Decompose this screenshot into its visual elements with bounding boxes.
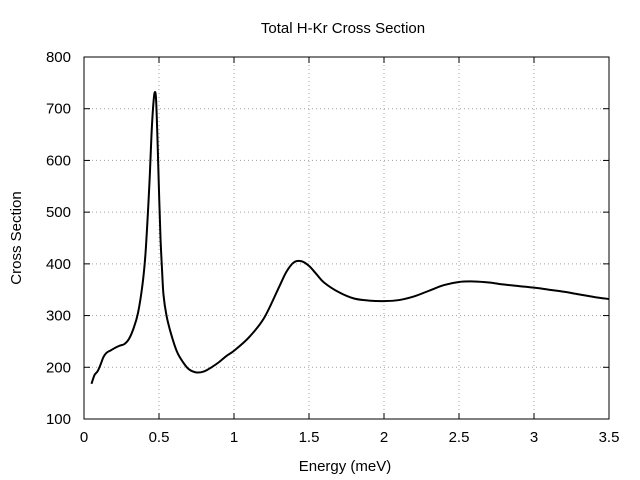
y-tick-label: 400	[46, 256, 71, 273]
y-axis-label: Cross Section	[8, 191, 25, 284]
y-tick-label: 500	[46, 204, 71, 221]
axes: 0 0.5 1 1.5 2 2.5 3 3.5 100 200 300 400 500 600 700 800	[46, 49, 619, 446]
x-tick-label: 0	[80, 429, 88, 446]
cross-section-line	[90, 91, 610, 385]
x-tick-label: 2.5	[449, 429, 470, 446]
y-tick-label: 200	[46, 359, 71, 376]
y-tick-label: 700	[46, 101, 71, 118]
x-tick-label: 2	[380, 429, 388, 446]
x-tick-label: 0.5	[149, 429, 170, 446]
y-tick-label: 100	[46, 411, 71, 428]
series-layer	[90, 91, 610, 385]
x-tick-label: 3	[530, 429, 538, 446]
x-axis-label: Energy (meV)	[299, 458, 392, 475]
x-tick-label: 1	[230, 429, 238, 446]
y-tick-label: 800	[46, 49, 71, 66]
x-tick-label: 3.5	[599, 429, 620, 446]
y-tick-label: 600	[46, 152, 71, 169]
y-tick-label: 300	[46, 308, 71, 325]
x-tick-label: 1.5	[299, 429, 320, 446]
grid	[84, 57, 609, 419]
chart-title: Total H-Kr Cross Section	[261, 20, 425, 37]
plot-frame	[83, 56, 610, 420]
